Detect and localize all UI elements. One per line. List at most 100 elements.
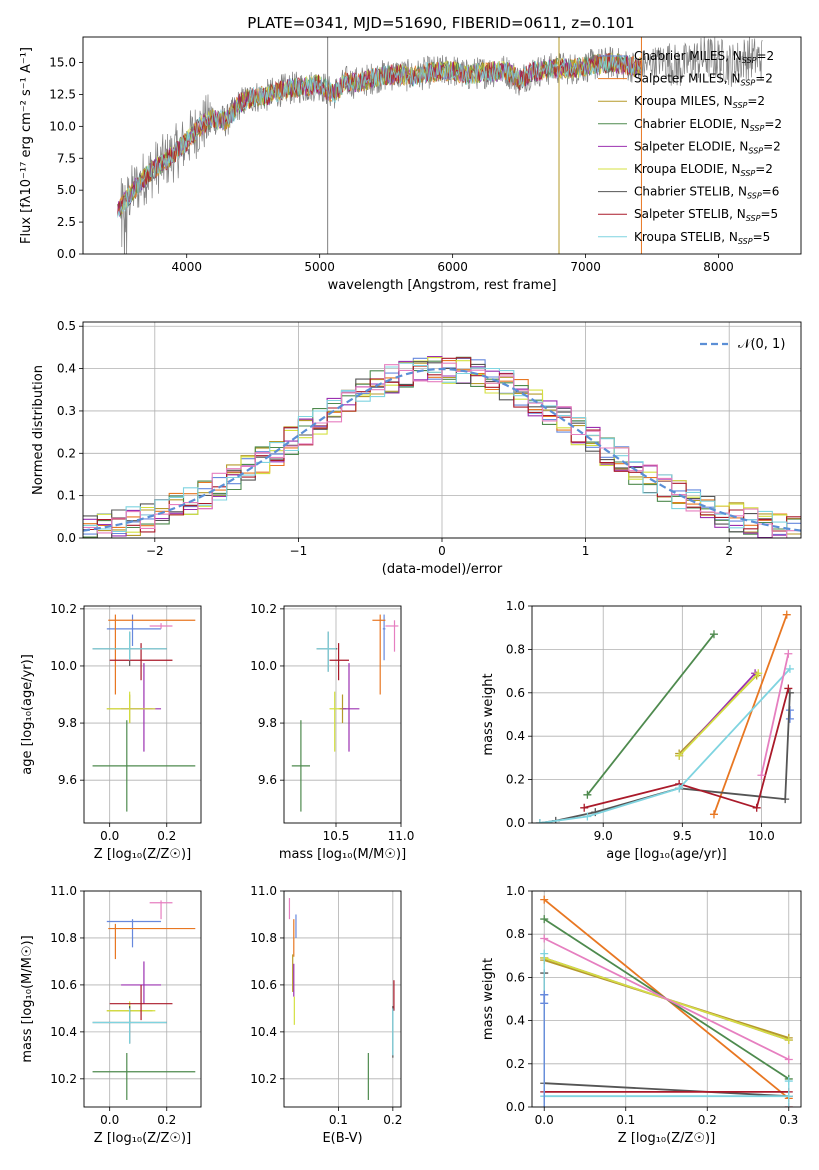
gaussian-curve bbox=[83, 367, 801, 532]
errorbar-points bbox=[92, 614, 196, 812]
legend-label: Kroupa ELODIE, NSSP=2 bbox=[634, 162, 773, 178]
y-tick-label: 10.8 bbox=[250, 931, 277, 945]
weight-lines bbox=[540, 895, 793, 1107]
x-axis-label: wavelength [Angstrom, rest frame] bbox=[328, 278, 557, 293]
errorbar-points bbox=[92, 900, 196, 1100]
axes-frame bbox=[82, 321, 802, 539]
x-tick-label: −2 bbox=[146, 544, 164, 558]
x-tick-label: 0.0 bbox=[100, 829, 119, 843]
axes-frame bbox=[82, 36, 802, 255]
legend-tail: =5 bbox=[753, 230, 771, 244]
axes-frame bbox=[531, 605, 802, 824]
spectrum-panel: 4000 5000 6000 7000 8000 0.0 2.5 5.0 7.5 10.0 12.5… bbox=[19, 36, 802, 293]
y-tick-label: 2.5 bbox=[57, 215, 76, 229]
y-tick-label: 0.2 bbox=[57, 446, 76, 460]
y-tick-label: 10.8 bbox=[50, 931, 77, 945]
weight-marker bbox=[784, 1055, 793, 1064]
legend-tail: =6 bbox=[762, 185, 780, 199]
weight-marker bbox=[784, 684, 793, 693]
y-tick-label: 0.1 bbox=[57, 489, 76, 503]
y-tick-label: 9.8 bbox=[58, 716, 77, 730]
axes-frame bbox=[83, 890, 202, 1108]
y-tick-label: 15.0 bbox=[49, 56, 76, 70]
legend-sub: SSP bbox=[733, 101, 748, 110]
y-tick-label: 0.0 bbox=[57, 247, 76, 261]
x-tick-label: 0.2 bbox=[698, 1113, 717, 1127]
x-tick-label: 0.0 bbox=[535, 1113, 554, 1127]
legend-label: Salpeter MILES, NSSP=2 bbox=[634, 72, 773, 88]
x-axis-label: Z [log₁₀(Z/Z☉)] bbox=[94, 1131, 191, 1146]
weight-marker bbox=[583, 790, 592, 799]
x-tick-label: 7000 bbox=[570, 260, 601, 274]
y-tick-label: 10.0 bbox=[50, 659, 77, 673]
x-tick-label: 6000 bbox=[437, 260, 468, 274]
legend-sub: SSP bbox=[741, 79, 756, 88]
weight-marker bbox=[782, 610, 791, 619]
legend-tail: =2 bbox=[763, 139, 781, 153]
x-axis-label: E(B-V) bbox=[322, 1131, 362, 1146]
x-tick-label: 8000 bbox=[703, 260, 734, 274]
weight-marker bbox=[785, 714, 794, 723]
y-tick-label: 9.6 bbox=[58, 773, 77, 787]
weight-lines bbox=[535, 610, 794, 823]
weight-marker bbox=[757, 771, 766, 780]
spectrum-lines bbox=[117, 37, 763, 254]
legend-label: 𝒩(0, 1) bbox=[738, 337, 785, 352]
massweight_vs_Z-panel: 0.0 0.1 0.2 0.3 0.0 0.2 0.4 0.6 0.8 1.0 Z [log₁₀(Z… bbox=[481, 884, 802, 1146]
y-axis-label: mass [log₁₀(M/M☉)] bbox=[20, 935, 35, 1062]
legend-sub: SSP bbox=[746, 214, 761, 223]
weight-marker bbox=[784, 1036, 793, 1045]
y-tick-label: 0.3 bbox=[57, 404, 76, 418]
y-axis-label: Normed distribution bbox=[31, 365, 46, 495]
y-axis-label: mass weight bbox=[481, 673, 496, 755]
legend-label: Salpeter ELODIE, NSSP=2 bbox=[634, 139, 781, 155]
axes-frame bbox=[83, 605, 202, 824]
legend-label: Chabrier MILES, NSSP=2 bbox=[634, 49, 774, 65]
weight-line bbox=[539, 692, 791, 823]
y-tick-label: 5.0 bbox=[57, 183, 76, 197]
x-tick-label: 11.0 bbox=[388, 829, 415, 843]
x-tick-label: 9.0 bbox=[594, 829, 613, 843]
histogram-step bbox=[83, 357, 801, 538]
x-axis-label: (data-model)/error bbox=[382, 562, 503, 577]
figure-title: PLATE=0341, MJD=51690, FIBERID=0611, z=0… bbox=[247, 14, 634, 32]
legend-sub: SSP bbox=[748, 146, 763, 155]
y-tick-label: 0.6 bbox=[506, 970, 525, 984]
x-tick-label: 10.0 bbox=[748, 829, 775, 843]
weight-line bbox=[760, 653, 790, 776]
x-tick-label: 0 bbox=[438, 544, 446, 558]
weight-marker bbox=[675, 751, 684, 760]
weight-marker bbox=[781, 795, 790, 804]
y-tick-label: 1.0 bbox=[506, 884, 525, 898]
y-tick-label: 9.8 bbox=[258, 716, 277, 730]
y-tick-label: 7.5 bbox=[57, 151, 76, 165]
legend-label: Kroupa STELIB, NSSP=5 bbox=[634, 230, 770, 246]
massweight_vs_age-panel: 9.0 9.5 10.0 0.0 0.2 0.4 0.6 0.8 1.0 age [log₁₀(a… bbox=[481, 599, 802, 862]
legend-label: Kroupa MILES, NSSP=2 bbox=[634, 94, 765, 110]
y-tick-label: 0.8 bbox=[506, 642, 525, 656]
x-tick-label: 0.2 bbox=[157, 1113, 176, 1127]
y-tick-label: 0.0 bbox=[506, 816, 525, 830]
x-tick-label: 0.1 bbox=[329, 1113, 348, 1127]
y-tick-label: 10.4 bbox=[50, 1025, 77, 1039]
weight-marker bbox=[580, 803, 589, 812]
axes-frame bbox=[283, 605, 402, 824]
y-tick-label: 0.4 bbox=[506, 1014, 525, 1028]
y-tick-label: 0.0 bbox=[57, 531, 76, 545]
weight-marker bbox=[540, 915, 549, 924]
legend-label: Chabrier ELODIE, NSSP=2 bbox=[634, 117, 782, 133]
y-tick-label: 10.2 bbox=[50, 1072, 77, 1086]
weight-marker bbox=[583, 812, 592, 821]
y-tick-label: 9.6 bbox=[258, 773, 277, 787]
legend-tail: =5 bbox=[760, 207, 778, 221]
y-tick-label: 0.6 bbox=[506, 686, 525, 700]
x-tick-label: −1 bbox=[290, 544, 308, 558]
y-tick-label: 0.8 bbox=[506, 927, 525, 941]
weight-line bbox=[544, 1082, 789, 1098]
y-tick-label: 11.0 bbox=[250, 884, 277, 898]
legend-sub: SSP bbox=[742, 56, 757, 65]
weight-line bbox=[543, 937, 790, 1061]
weight-marker bbox=[540, 895, 549, 904]
mass_vs_Z-panel: 0.0 0.2 10.2 10.4 10.6 10.8 11.0 Z [log₁₀(Z/Z☉)… bbox=[20, 884, 202, 1146]
histogram-step bbox=[83, 362, 801, 538]
